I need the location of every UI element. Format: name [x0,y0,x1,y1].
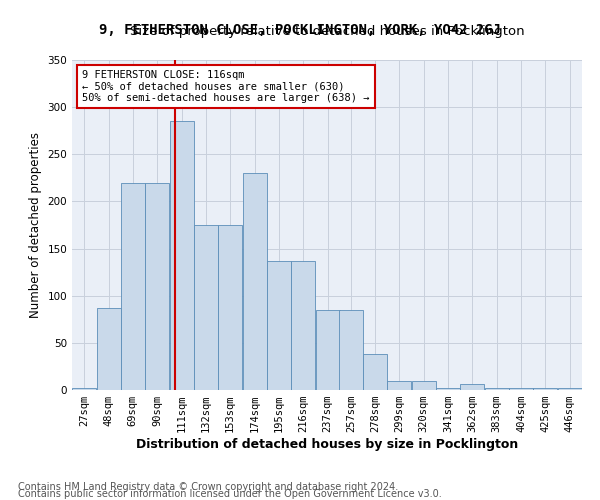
Text: 9 FETHERSTON CLOSE: 116sqm
← 50% of detached houses are smaller (630)
50% of sem: 9 FETHERSTON CLOSE: 116sqm ← 50% of deta… [82,70,370,103]
Bar [170,122,194,390]
Bar [509,388,533,390]
Y-axis label: Number of detached properties: Number of detached properties [29,132,42,318]
Bar [194,225,218,390]
Bar [316,310,340,390]
Bar [267,261,291,390]
Bar [339,310,363,390]
Text: 9, FETHERSTON CLOSE, POCKLINGTON, YORK, YO42 2GJ: 9, FETHERSTON CLOSE, POCKLINGTON, YORK, … [99,22,501,36]
Bar [291,261,315,390]
Text: Contains HM Land Registry data © Crown copyright and database right 2024.: Contains HM Land Registry data © Crown c… [18,482,398,492]
Bar [558,388,582,390]
Bar [460,384,484,390]
Bar [97,308,121,390]
Bar [436,388,460,390]
X-axis label: Distribution of detached houses by size in Pocklington: Distribution of detached houses by size … [136,438,518,451]
Bar [485,388,509,390]
Title: Size of property relative to detached houses in Pocklington: Size of property relative to detached ho… [130,25,524,38]
Bar [533,388,557,390]
Bar [363,354,387,390]
Bar [388,380,412,390]
Bar [145,182,169,390]
Bar [412,380,436,390]
Text: Contains public sector information licensed under the Open Government Licence v3: Contains public sector information licen… [18,489,442,499]
Bar [121,182,145,390]
Bar [242,173,266,390]
Bar [72,388,96,390]
Bar [218,225,242,390]
